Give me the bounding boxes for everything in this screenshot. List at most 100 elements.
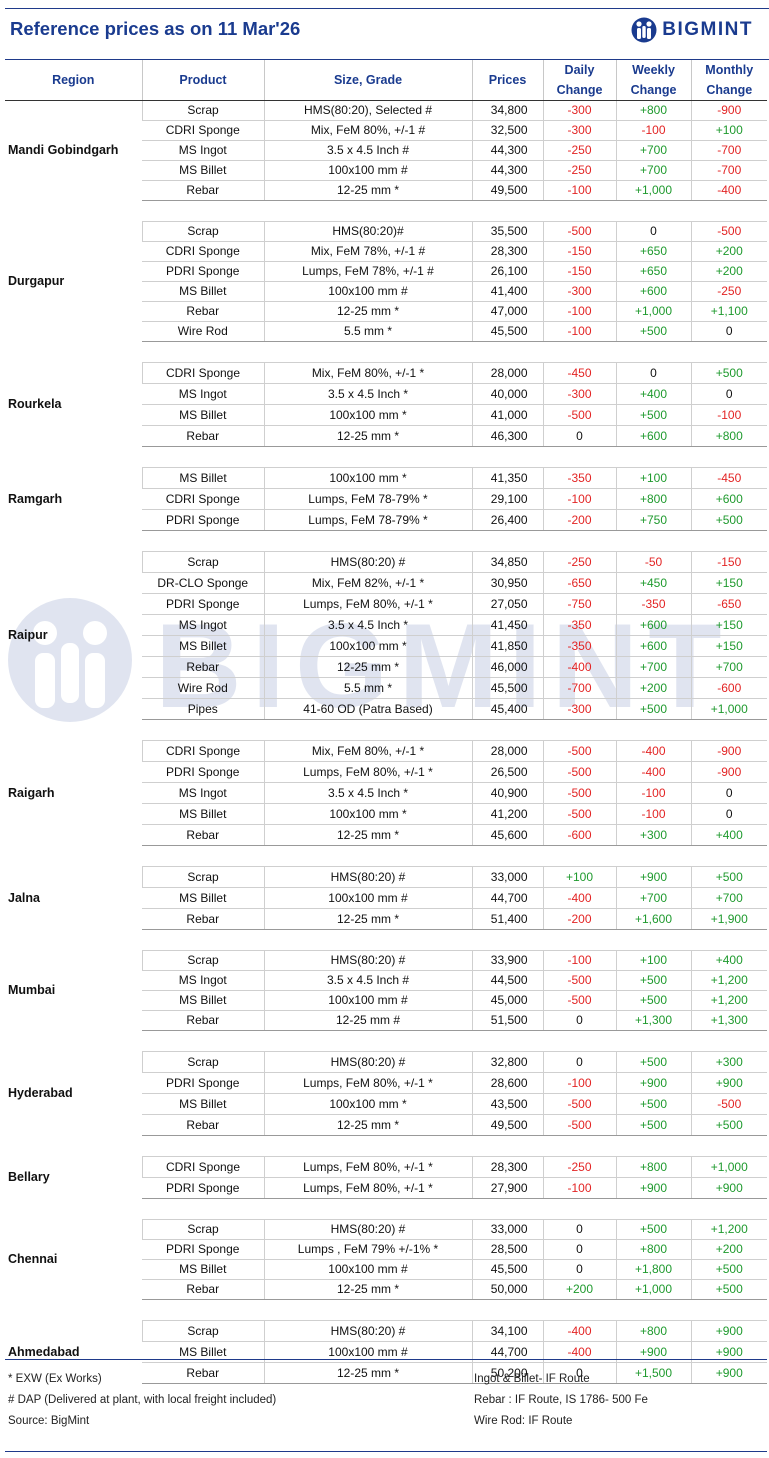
region-cell: Mumbai xyxy=(8,983,56,997)
weekly-change-cell: +500 xyxy=(615,970,691,991)
product-cell: DR-CLO Sponge xyxy=(142,572,264,594)
weekly-change-cell: +800 xyxy=(615,1239,691,1260)
price-cell: 45,500 xyxy=(471,677,543,699)
monthly-change-cell: +900 xyxy=(690,1320,767,1342)
table-row: CDRI Sponge Lumps, FeM 78-79% * 29,100 -100… xyxy=(5,488,767,510)
weekly-change-cell: +900 xyxy=(615,1341,691,1363)
size-grade-cell: 100x100 mm * xyxy=(263,467,472,489)
product-cell: Wire Rod xyxy=(142,677,264,699)
price-cell: 32,800 xyxy=(471,1051,543,1073)
monthly-change-cell: +900 xyxy=(690,1072,767,1094)
size-grade-cell: 3.5 x 4.5 Inch * xyxy=(263,614,472,636)
weekly-change-cell: +500 xyxy=(615,1093,691,1115)
top-rule xyxy=(5,8,769,9)
table-row: MS Billet 100x100 mm * 41,850 -350 +600 +150 xyxy=(5,635,767,657)
weekly-change-cell: +500 xyxy=(615,1114,691,1136)
region-group: Ahmedabad Scrap HMS(80:20) #34,100 -400 +800… xyxy=(5,1320,767,1384)
monthly-change-cell: 0 xyxy=(690,321,767,342)
daily-change-cell: 0 xyxy=(542,425,616,447)
table-row: MS Ingot 3.5 x 4.5 Inch #44,300 -250 +700 -7… xyxy=(5,140,767,161)
price-cell: 28,300 xyxy=(471,1156,543,1178)
monthly-change-cell: +500 xyxy=(690,1279,767,1300)
monthly-change-cell: +800 xyxy=(690,425,767,447)
table-row: Rebar 12-25 mm * 45,600 -600 +300 +400 xyxy=(5,824,767,846)
price-cell: 45,000 xyxy=(471,990,543,1011)
product-cell: MS Billet xyxy=(142,160,264,181)
weekly-change-cell: -100 xyxy=(615,120,691,141)
region-cell: Raigarh xyxy=(8,785,55,800)
table-row: Mumbai Scrap HMS(80:20) #33,900 -100 +100 +40… xyxy=(5,950,767,997)
table-row: MS Billet 100x100 mm * 41,000 -500 +500 -100 xyxy=(5,404,767,426)
product-cell: Wire Rod xyxy=(142,321,264,342)
price-cell: 33,000 xyxy=(471,866,543,888)
product-cell: MS Ingot xyxy=(142,140,264,161)
daily-change-cell: -650 xyxy=(542,572,616,594)
product-cell: MS Billet xyxy=(142,1093,264,1115)
weekly-change-cell: +500 xyxy=(615,698,691,720)
size-grade-cell: 3.5 x 4.5 Inch * xyxy=(263,782,472,804)
price-cell: 44,500 xyxy=(471,970,543,991)
weekly-change-cell: +1,500 xyxy=(615,1362,691,1384)
table-row: Wire Rod 5.5 mm * 45,500 -700 +200 -600 xyxy=(5,677,767,699)
weekly-change-cell: +400 xyxy=(615,383,691,405)
weekly-change-cell: +800 xyxy=(615,1320,691,1342)
product-cell: PDRI Sponge xyxy=(142,761,264,783)
price-cell: 45,400 xyxy=(471,698,543,720)
size-grade-cell: 12-25 mm * xyxy=(263,1362,472,1384)
product-cell: MS Billet xyxy=(142,404,264,426)
monthly-change-cell: 0 xyxy=(690,383,767,405)
table-row: Rebar 12-25 mm * 47,000 -100 +1,000 +1,100 xyxy=(5,301,767,322)
product-cell: MS Billet xyxy=(142,1341,264,1363)
size-grade-cell: Mix, FeM 82%, +/-1 * xyxy=(263,572,472,594)
table-row: MS Ingot 3.5 x 4.5 Inch #44,500 -500 +500 +1… xyxy=(5,970,767,991)
product-cell: CDRI Sponge xyxy=(141,740,264,762)
daily-change-cell: -300 xyxy=(542,698,616,720)
daily-change-cell: -600 xyxy=(542,824,616,846)
price-cell: 27,050 xyxy=(471,593,543,615)
monthly-change-cell: +900 xyxy=(690,1362,767,1384)
price-cell: 45,500 xyxy=(471,321,543,342)
region-group: Ramgarh MS Billet 100x100 mm * 41,350 -350 +1… xyxy=(5,467,767,531)
table-row: PDRI Sponge Lumps, FeM 80%, +/-1 * 26,500-… xyxy=(5,761,767,783)
weekly-change-cell: -50 xyxy=(615,551,691,573)
weekly-change-cell: +500 xyxy=(615,404,691,426)
product-cell: CDRI Sponge xyxy=(141,362,264,384)
footer-top-rule xyxy=(5,1359,767,1360)
price-cell: 41,200 xyxy=(471,803,543,825)
weekly-change-cell: +750 xyxy=(615,509,691,531)
price-cell: 46,000 xyxy=(471,656,543,678)
monthly-change-cell: -700 xyxy=(690,160,767,181)
size-grade-cell: Mix, FeM 78%, +/-1 # xyxy=(263,241,472,262)
size-grade-cell: 12-25 mm * xyxy=(263,425,472,447)
group-spacer xyxy=(5,1031,767,1052)
column-header-prices: Prices xyxy=(471,60,543,101)
weekly-change-cell: +100 xyxy=(615,950,691,971)
footnote-dap: # DAP (Delivered at plant, with local fr… xyxy=(8,1394,277,1406)
price-cell: 50,000 xyxy=(471,1279,543,1300)
region-group: Mumbai Scrap HMS(80:20) #33,900 -100 +100 +40… xyxy=(5,950,767,1031)
size-grade-cell: 100x100 mm # xyxy=(263,1341,472,1363)
price-cell: 32,500 xyxy=(471,120,543,141)
product-cell: Rebar xyxy=(142,180,264,201)
weekly-change-cell: +600 xyxy=(615,635,691,657)
daily-change-cell: 0 xyxy=(542,1239,616,1260)
size-grade-cell: 3.5 x 4.5 Inch # xyxy=(263,140,472,161)
region-cell: Ramgarh xyxy=(8,491,63,506)
price-cell: 35,500 xyxy=(471,221,543,242)
monthly-change-cell: -900 xyxy=(690,740,767,762)
weekly-change-cell: +200 xyxy=(615,677,691,699)
product-cell: Scrap xyxy=(141,551,264,573)
monthly-change-cell: -100 xyxy=(690,404,767,426)
product-cell: Rebar xyxy=(142,824,264,846)
region-cell: Chennai xyxy=(8,1252,58,1266)
weekly-change-cell: +500 xyxy=(615,321,691,342)
region-group: Rourkela CDRI Sponge Mix, FeM 80%, +/-1 * 2… xyxy=(5,362,767,447)
monthly-change-cell: +500 xyxy=(690,362,767,384)
product-cell: CDRI Sponge xyxy=(142,241,264,262)
monthly-change-cell: +1,300 xyxy=(690,1010,767,1031)
table-row: MS Ingot 3.5 x 4.5 Inch * 41,450 -350 +600 +1… xyxy=(5,614,767,636)
daily-change-cell: +100 xyxy=(542,866,616,888)
size-grade-cell: Mix, FeM 80%, +/-1 # xyxy=(263,120,472,141)
size-grade-cell: 100x100 mm * xyxy=(263,635,472,657)
product-cell: Rebar xyxy=(142,656,264,678)
